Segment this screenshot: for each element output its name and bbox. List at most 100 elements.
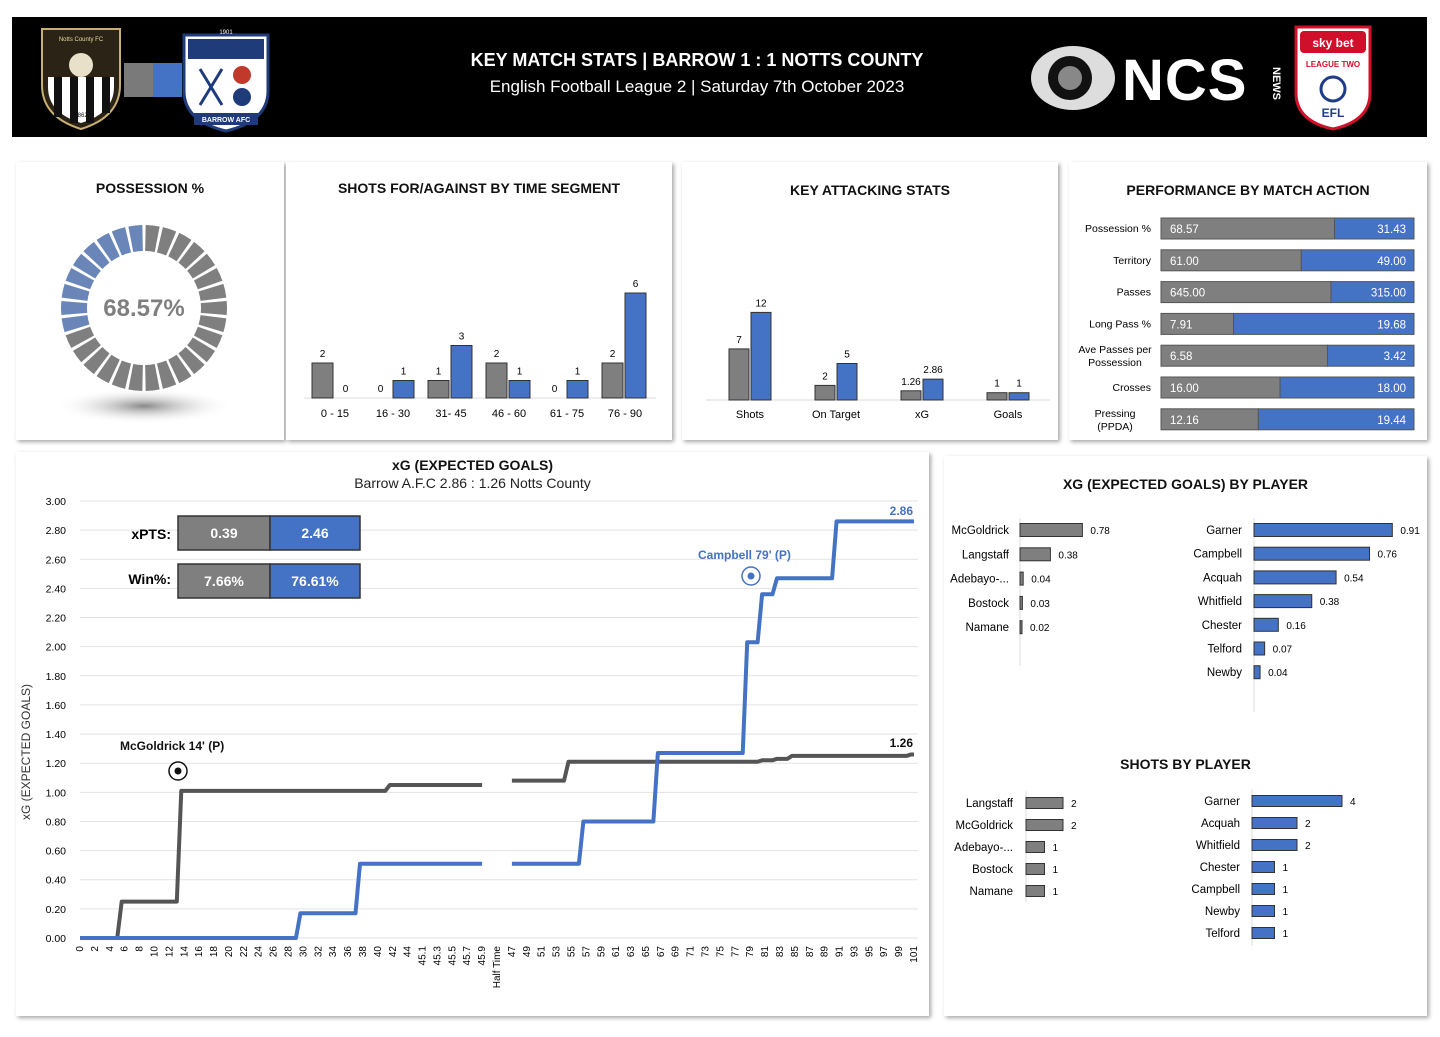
win-notts-value: 7.66% bbox=[204, 573, 244, 589]
donut-segment-notts bbox=[111, 360, 132, 389]
donut-segment-notts bbox=[156, 227, 177, 256]
xg-notts-bar bbox=[1019, 595, 1023, 610]
performance-panel: PERFORMANCE BY MATCH ACTION 68.57 31.43 Po… bbox=[1069, 162, 1427, 440]
shots-barrow-value: 1 bbox=[1283, 863, 1289, 874]
donut-segment-notts bbox=[65, 326, 95, 349]
shots-barrow-bar bbox=[1251, 883, 1275, 895]
xg-xtick-label: 53 bbox=[552, 946, 563, 958]
perf-barrow-value: 49.00 bbox=[1377, 256, 1406, 268]
shots-barrow-name: Newby bbox=[1205, 906, 1240, 918]
barrow-xg-line bbox=[511, 519, 914, 866]
seg-bar-label: 1 bbox=[401, 367, 407, 378]
perf-row-label: Passes bbox=[1117, 287, 1151, 299]
perf-notts-value: 16.00 bbox=[1170, 383, 1199, 395]
att-tick-label: xG bbox=[915, 409, 929, 421]
perf-notts-value: 61.00 bbox=[1170, 256, 1199, 268]
shots-barrow-bar bbox=[1251, 817, 1298, 829]
barrow-crest-label: BARROW AFC bbox=[202, 117, 250, 124]
shots-segment-panel: SHOTS FOR/AGAINST BY TIME SEGMENT 2 0 0 - … bbox=[286, 162, 672, 440]
xg-xtick-label: 40 bbox=[373, 946, 384, 958]
seg-bar-barrow bbox=[624, 292, 647, 399]
att-bar-notts bbox=[900, 390, 922, 401]
xpts-barrow-box bbox=[269, 515, 361, 551]
xg-xtick-label: 4 bbox=[105, 946, 116, 952]
xg-xtick-label: 91 bbox=[835, 946, 846, 958]
donut-segment-notts bbox=[178, 346, 205, 375]
xg-xtick-label: Half Time bbox=[492, 946, 503, 989]
seg-bar-notts bbox=[311, 362, 334, 399]
xg-barrow-name: Chester bbox=[1202, 620, 1242, 632]
xg-xtick-label: 99 bbox=[894, 946, 905, 958]
xg-barrow-value: 0.76 bbox=[1378, 550, 1398, 561]
xg-barrow-value: 0.07 bbox=[1273, 645, 1293, 656]
notts-final-xg: 1.26 bbox=[890, 736, 914, 750]
shots-notts-name: Bostock bbox=[972, 864, 1013, 876]
xg-timeline-panel: xG (EXPECTED GOALS) Barrow A.F.C 2.86 : … bbox=[16, 452, 929, 1016]
xg-barrow-value: 0.91 bbox=[1400, 526, 1420, 537]
xg-notts-name: Langstaff bbox=[962, 549, 1010, 561]
win-label: Win%: bbox=[128, 571, 171, 587]
ncs-news-label: NEWS bbox=[1270, 67, 1282, 100]
xg-barrow-name: Acquah bbox=[1203, 572, 1242, 584]
xg-barrow-bar bbox=[1253, 546, 1371, 561]
xg-xtick-label: 36 bbox=[343, 946, 354, 958]
attacking-panel: KEY ATTACKING STATS 7 12 Shots 2 5 On Target 1… bbox=[682, 162, 1058, 440]
att-bar-notts bbox=[814, 384, 836, 401]
shots-barrow-value: 1 bbox=[1283, 907, 1289, 918]
shots-notts-value: 2 bbox=[1071, 821, 1077, 832]
perf-barrow-value: 31.43 bbox=[1377, 224, 1406, 236]
xg-xtick-label: 61 bbox=[611, 946, 622, 958]
xg-title: xG (EXPECTED GOALS) bbox=[391, 457, 554, 473]
xg-xtick-label: 45.3 bbox=[432, 946, 443, 966]
xg-xtick-label: 97 bbox=[879, 946, 890, 958]
donut-shadow bbox=[54, 388, 234, 424]
shots-notts-value: 1 bbox=[1053, 887, 1059, 898]
barrow-afc-crest-icon: BARROW AFC 1901 bbox=[182, 30, 270, 133]
shots-barrow-value: 2 bbox=[1305, 819, 1311, 830]
perf-bar-barrow bbox=[1279, 376, 1415, 399]
shots-barrow-value: 1 bbox=[1283, 929, 1289, 940]
xg-xtick-label: 49 bbox=[522, 946, 533, 958]
seg-bar-barrow bbox=[566, 380, 589, 399]
att-bar-label: 5 bbox=[844, 350, 850, 361]
xg-xtick-label: 87 bbox=[805, 946, 816, 958]
xg-xtick-label: 101 bbox=[909, 946, 920, 963]
xg-barrow-bar bbox=[1253, 570, 1337, 585]
annotation-notts-goal: McGoldrick 14' (P) bbox=[120, 739, 224, 753]
notts-xg-line bbox=[80, 783, 483, 940]
notts-crest-label: Notts County FC bbox=[59, 37, 104, 43]
perf-row-label: (PPDA) bbox=[1097, 421, 1133, 433]
shots-barrow-bar bbox=[1251, 839, 1298, 851]
seg-bar-label: 1 bbox=[436, 367, 442, 378]
xg-xtick-label: 30 bbox=[298, 946, 309, 958]
possession-donut-chart: 68.57% bbox=[54, 225, 234, 424]
donut-segment-barrow bbox=[72, 253, 101, 279]
seg-bar-label: 2 bbox=[494, 349, 500, 360]
donut-segment-notts bbox=[168, 232, 192, 262]
xg-barrow-bar bbox=[1253, 594, 1313, 609]
perf-bar-barrow bbox=[1257, 408, 1415, 431]
att-bar-label: 1 bbox=[1016, 379, 1022, 390]
seg-bar-label: 0 bbox=[378, 384, 384, 395]
shots-notts-bar bbox=[1025, 797, 1064, 809]
perf-row-label: Possession bbox=[1088, 357, 1142, 369]
page-title: KEY MATCH STATS | BARROW 1 : 1 NOTTS COU… bbox=[470, 50, 924, 70]
shots-notts-bar bbox=[1025, 863, 1045, 875]
perf-row-label: Ave Passes per bbox=[1078, 344, 1152, 356]
shots-notts-name: Adebayo-... bbox=[954, 842, 1013, 854]
shots-notts-bar bbox=[1025, 885, 1045, 897]
att-bar-label: 2.86 bbox=[923, 365, 943, 376]
xg-player-title: XG (EXPECTED GOALS) BY PLAYER bbox=[1062, 476, 1309, 492]
xg-notts-value: 0.02 bbox=[1030, 623, 1050, 634]
xg-xtick-label: 45.1 bbox=[418, 946, 429, 966]
xg-ytick-label: 0.20 bbox=[46, 904, 67, 916]
seg-bar-notts bbox=[601, 362, 624, 399]
xg-xtick-label: 85 bbox=[790, 946, 801, 958]
xg-notts-name: McGoldrick bbox=[951, 525, 1009, 537]
shots-notts-value: 2 bbox=[1071, 799, 1077, 810]
notts-county-crest-icon: Notts County FC 1862 bbox=[41, 28, 121, 131]
shots-barrow-name: Acquah bbox=[1201, 818, 1240, 830]
seg-bar-label: 1 bbox=[517, 367, 523, 378]
shots-segment-chart: 2 0 0 - 15 0 1 16 - 30 1 3 31- 45 2 1 46 - 60 0 1 61 -… bbox=[304, 279, 656, 420]
perf-row-label: Possession % bbox=[1085, 223, 1151, 235]
